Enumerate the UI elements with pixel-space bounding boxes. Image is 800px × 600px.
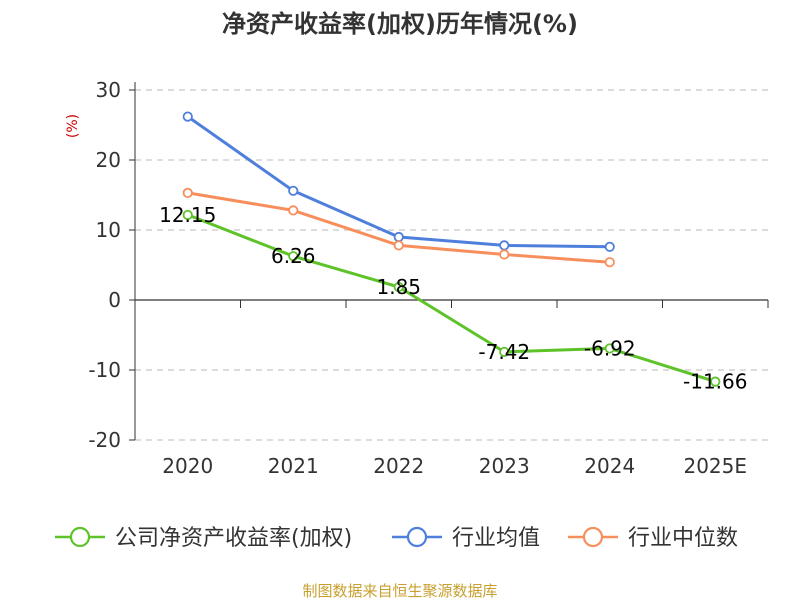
data-point: [710, 376, 721, 387]
data-point: [288, 205, 299, 216]
y-tick-label: -10: [88, 358, 121, 382]
data-label: 1.85: [376, 275, 421, 299]
data-point: [393, 281, 404, 293]
series: 12.15 6.26 1.85 -7.42 -6.92 -11.66: [159, 111, 747, 394]
legend-label-2: 行业中位数: [628, 526, 738, 551]
legend-marker-0: [69, 526, 91, 548]
y-tick-label: 10: [96, 218, 121, 242]
data-point: [288, 251, 299, 262]
data-point: [604, 343, 615, 354]
data-label: 6.26: [271, 244, 316, 268]
legend-marker-2: [582, 526, 604, 548]
source-note: 制图数据来自恒生聚源数据库: [302, 582, 497, 600]
y-axis-label: (%): [65, 114, 81, 138]
data-point: [499, 346, 510, 358]
data-point: [182, 187, 193, 198]
x-tick-label: 2023: [479, 454, 530, 478]
data-label: -7.42: [478, 340, 530, 364]
x-tick-label: 2022: [373, 454, 424, 478]
y-tick-label: 0: [108, 288, 121, 312]
data-label: 12.15: [159, 203, 216, 227]
data-point: [288, 185, 299, 196]
series-line-1: [186, 115, 610, 249]
data-point: [499, 240, 510, 251]
data-point: [182, 209, 193, 221]
data-point: [604, 257, 615, 268]
x-tick-label: 2025E: [683, 454, 747, 478]
grid-lines: [135, 89, 768, 441]
legend-label-1: 行业均值: [452, 526, 540, 551]
x-tick-label: 2024: [584, 454, 635, 478]
data-point: [604, 241, 615, 252]
series-line-0: [187, 213, 716, 384]
x-tick-label: 2020: [162, 454, 213, 478]
x-tick-label: 2021: [268, 454, 319, 478]
legend-marker-1: [406, 526, 428, 548]
axes: -20 -10 0 10 20 30 2020 2021 2022 2023 2024 2025E: [88, 78, 769, 478]
legend-label-0: 公司净资产收益率(加权): [115, 526, 352, 551]
data-label: -11.66: [683, 370, 747, 394]
chart-title: 净资产收益率(加权)历年情况(%): [222, 10, 578, 38]
data-label: -6.92: [584, 336, 636, 360]
series-line-2: [187, 191, 610, 264]
y-tick-label: 20: [96, 148, 121, 172]
legend: 公司净资产收益率(加权) 行业均值 行业中位数: [55, 526, 738, 551]
data-point: [499, 249, 510, 260]
data-point: [182, 111, 193, 122]
data-point: [393, 240, 404, 251]
y-tick-label: -20: [88, 428, 121, 452]
y-tick-label: 30: [96, 78, 121, 102]
data-point: [393, 231, 404, 243]
